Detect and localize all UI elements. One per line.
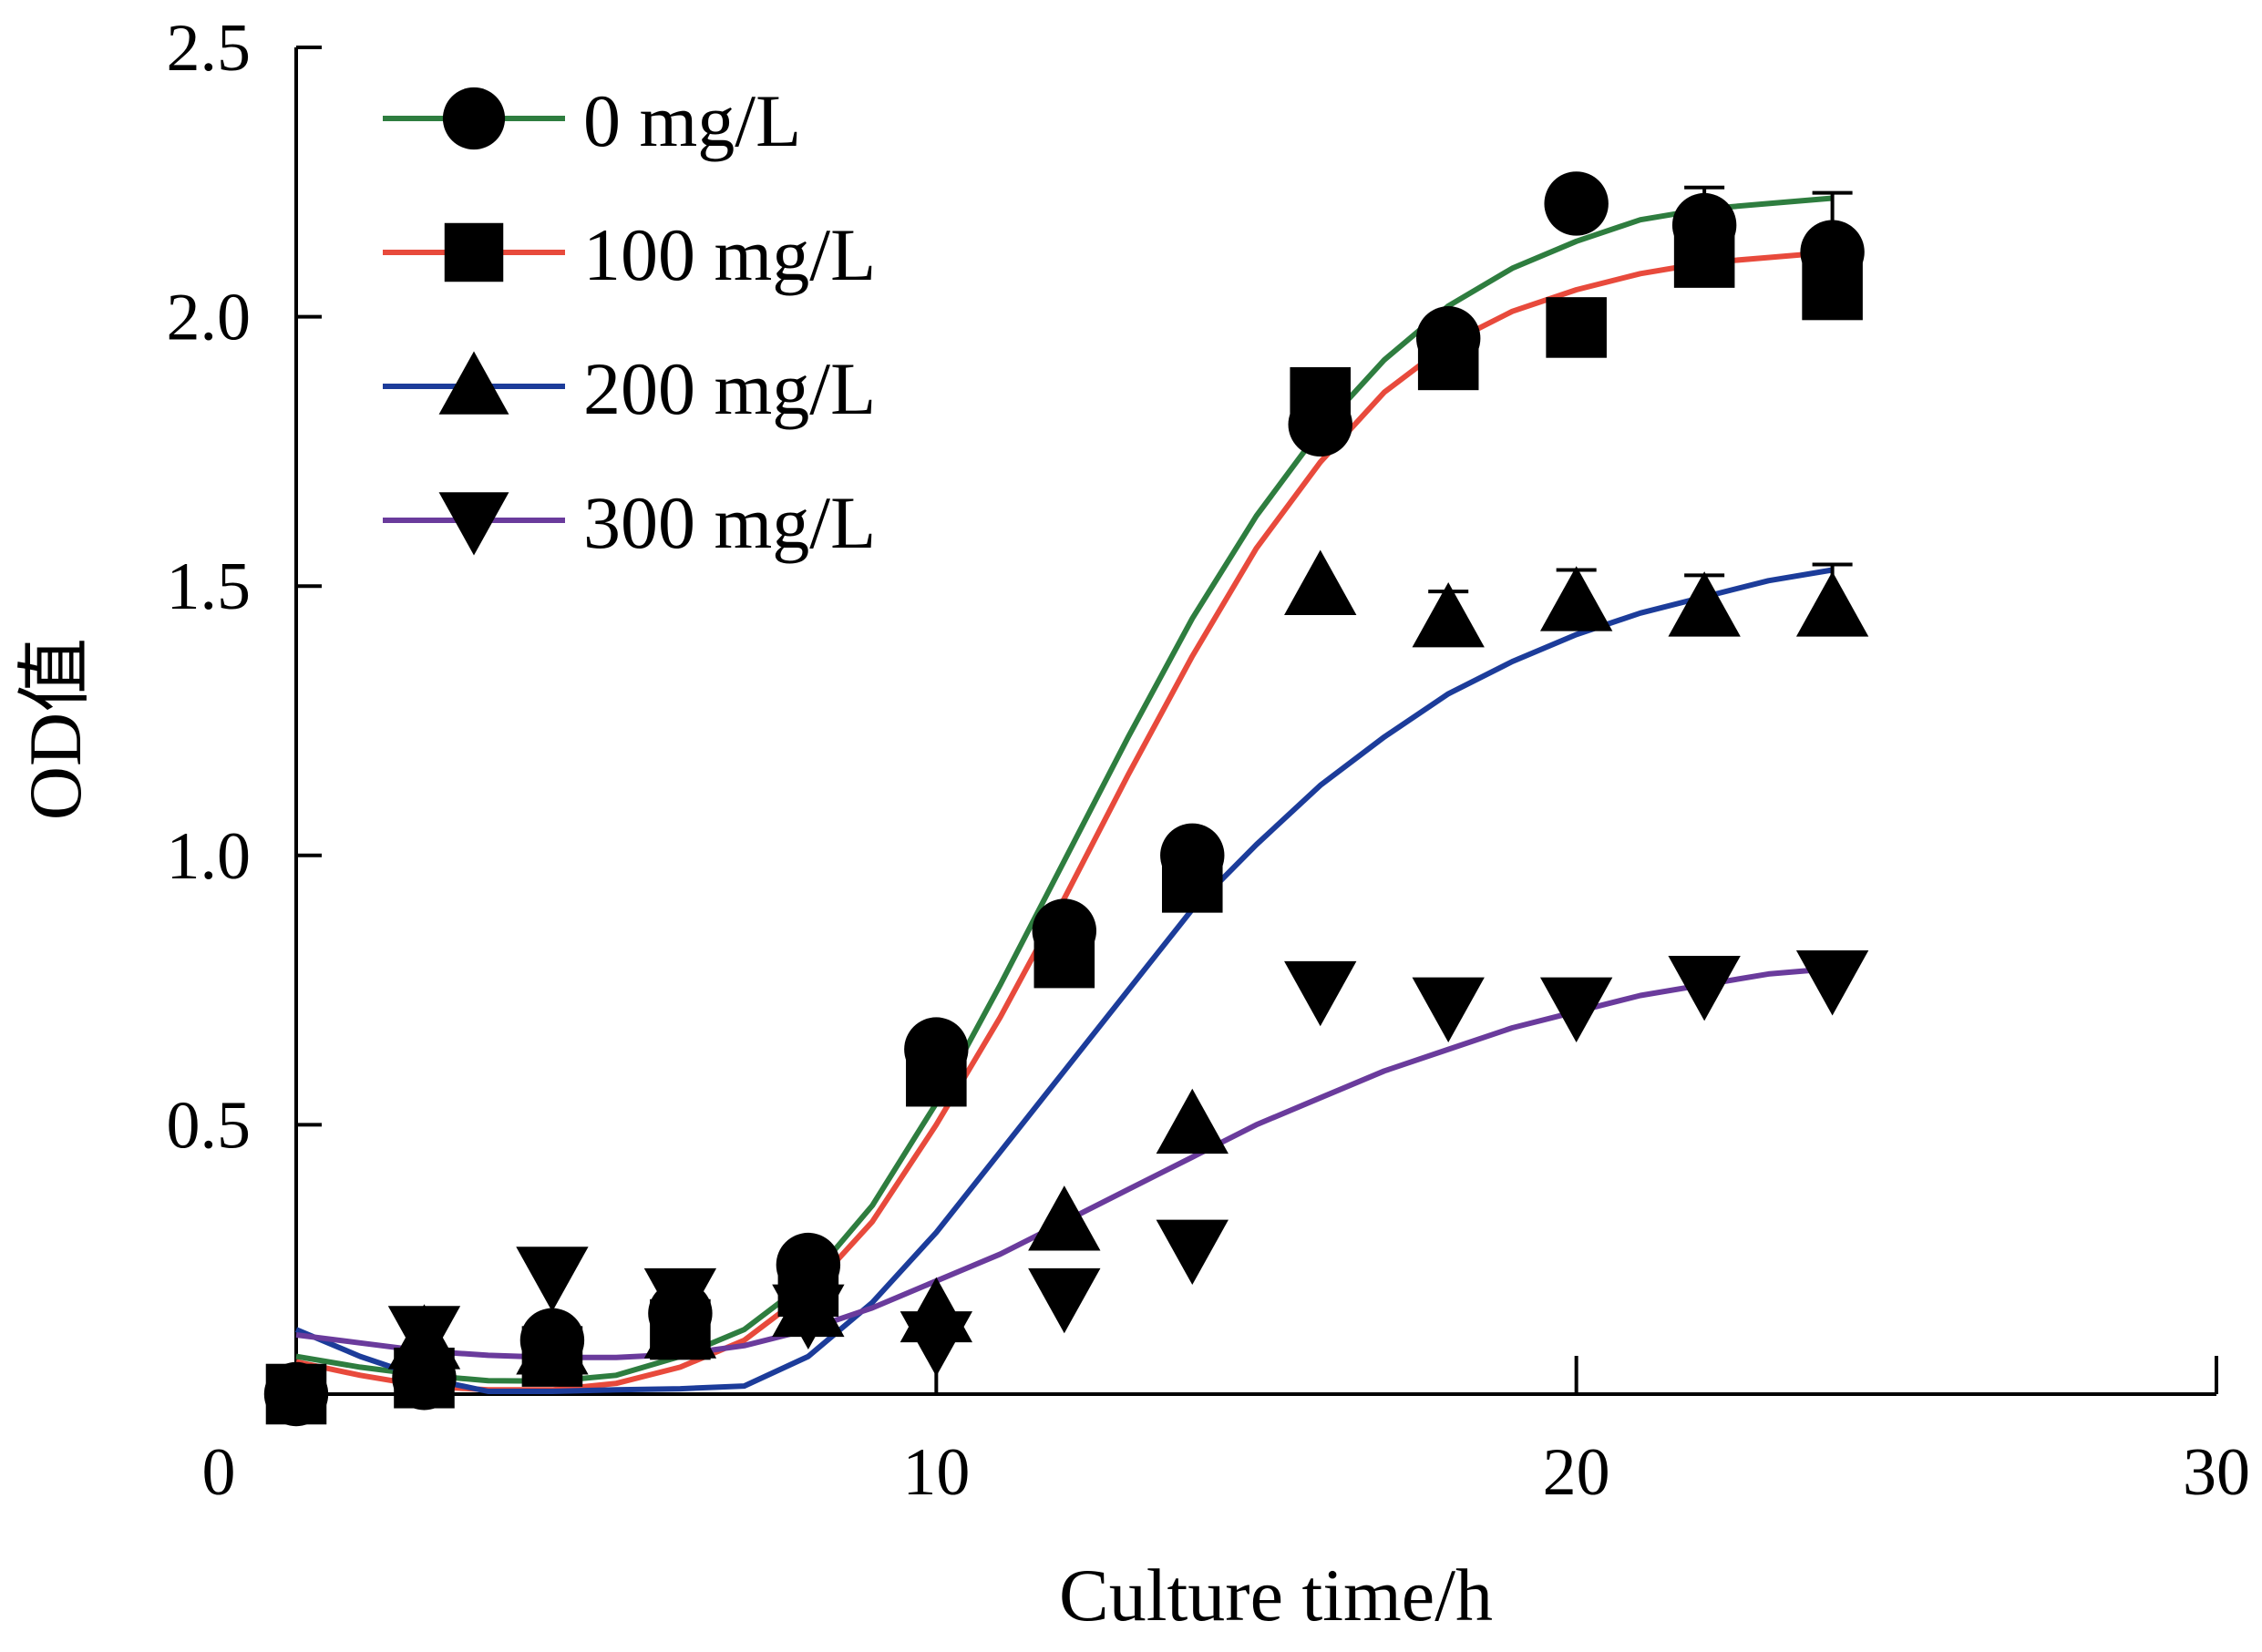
data-point [1156, 1219, 1229, 1286]
data-point [1795, 571, 1869, 637]
legend-label: 0 mg/L [583, 79, 801, 162]
y-tick-label: 2.0 [167, 281, 252, 355]
legend-marker [442, 87, 506, 150]
data-point [516, 1309, 589, 1375]
legend-label: 300 mg/L [583, 481, 876, 564]
data-point [1673, 227, 1735, 288]
data-point [1028, 1185, 1101, 1251]
data-point [516, 1247, 589, 1312]
fit-line-200-mg-l [294, 567, 1834, 1394]
data-point [1539, 977, 1613, 1043]
y-tick-label: 1.5 [167, 549, 252, 624]
data-point [1284, 549, 1357, 615]
data-point [1802, 259, 1863, 321]
data-point [265, 1363, 327, 1425]
y-tick-label: 1.0 [167, 819, 252, 894]
y-tick-label: 0.5 [167, 1088, 252, 1163]
legend: 0 mg/L 100 mg/L 200 mg/L 300 mg/L [383, 79, 876, 564]
x-tick-label: 30 [2183, 1435, 2250, 1510]
data-point [1417, 329, 1479, 391]
data-point [1290, 367, 1352, 428]
x-tick-label: 10 [902, 1435, 970, 1510]
data-point [1161, 852, 1223, 913]
legend-marker [438, 351, 509, 415]
legend-label: 200 mg/L [583, 347, 876, 430]
data-point [387, 1306, 461, 1371]
axes: 0 10 20 30 0.5 1.0 1.5 2.0 2.5 [167, 11, 2251, 1510]
data-point [1795, 950, 1869, 1016]
data-point [643, 1267, 717, 1334]
data-point [772, 1284, 845, 1349]
y-tick-label: 2.5 [167, 11, 252, 86]
data-point [1539, 566, 1613, 631]
data-point [1412, 977, 1485, 1043]
data-point [1156, 1088, 1229, 1154]
data-point [1546, 297, 1607, 358]
x-axis-title: Culture time/h [1059, 1554, 1493, 1637]
data-point [1284, 960, 1357, 1027]
data-point [900, 1311, 973, 1377]
data-point [1033, 927, 1095, 989]
legend-marker [438, 492, 509, 556]
y-axis-title: OD值 [14, 638, 97, 820]
data-point [1668, 571, 1741, 637]
x-tick-label: 0 [202, 1435, 236, 1510]
data-point [1028, 1267, 1101, 1334]
legend-marker [444, 222, 504, 282]
legend-label: 100 mg/L [583, 213, 876, 296]
data-point [1412, 581, 1485, 648]
data-point [906, 1045, 967, 1107]
x-tick-label: 20 [1543, 1435, 1610, 1510]
data-point [1544, 171, 1609, 236]
data-point [1668, 955, 1741, 1021]
data-markers [263, 171, 1869, 1427]
